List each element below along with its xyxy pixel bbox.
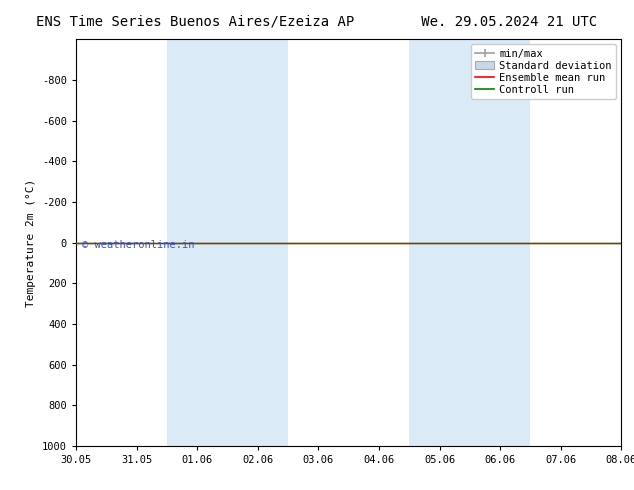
Text: ENS Time Series Buenos Aires/Ezeiza AP        We. 29.05.2024 21 UTC: ENS Time Series Buenos Aires/Ezeiza AP W… — [36, 15, 598, 29]
Legend: min/max, Standard deviation, Ensemble mean run, Controll run: min/max, Standard deviation, Ensemble me… — [471, 45, 616, 99]
Bar — [167, 39, 288, 446]
Y-axis label: Temperature 2m (°C): Temperature 2m (°C) — [27, 178, 37, 307]
Text: © weatheronline.in: © weatheronline.in — [82, 240, 194, 249]
Bar — [410, 39, 531, 446]
